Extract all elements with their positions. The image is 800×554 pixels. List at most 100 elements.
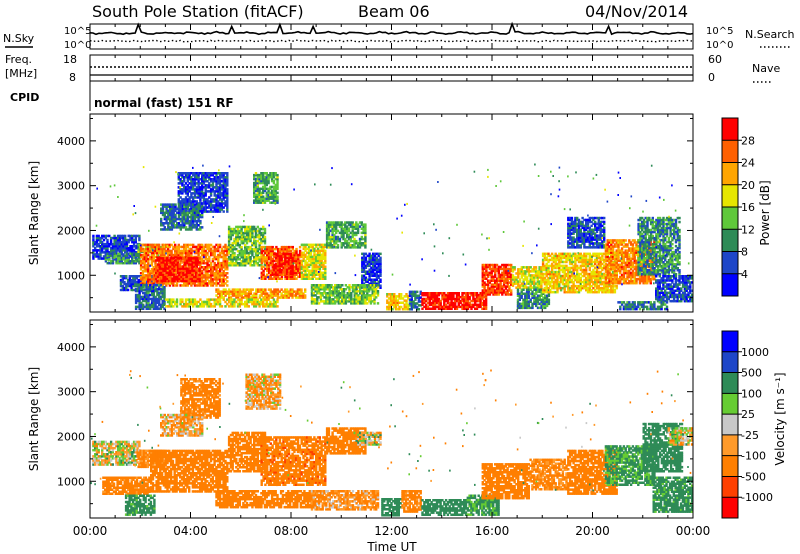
range-cell [127,289,129,292]
cpid-program: normal (fast) 151 RF [94,96,234,110]
range-cell [176,303,178,306]
range-cell [304,294,306,297]
range-cell [131,253,133,256]
range-cell [276,174,278,177]
noise-search-trace [90,40,693,42]
nave-tick-high: 60 [708,53,722,66]
range-cell [124,235,126,238]
range-cell [163,286,165,289]
range-cell [179,303,181,306]
range-cell [199,220,201,223]
range-cell [258,305,260,308]
range-cell [219,303,221,306]
range-cell [224,301,226,304]
range-cell [224,305,226,308]
range-cell [299,246,301,249]
range-cell [295,248,297,251]
range-cell [276,298,278,301]
beam-label: Beam 06 [358,2,430,21]
range-cell [196,303,198,306]
range-cell [219,244,221,247]
noise-sky-label: N.Sky [3,32,35,45]
range-cell [198,261,200,264]
range-cell [276,196,278,199]
range-cell [219,298,221,301]
range-cell [269,301,271,304]
range-cell [185,301,187,304]
range-cell [181,298,183,301]
range-cell [226,172,228,175]
range-cell [173,269,175,272]
range-cell [219,301,221,304]
range-cell [221,305,223,308]
range-cell [240,301,242,304]
range-cell [458,292,460,295]
range-cell [226,272,228,275]
range-cell [226,188,228,191]
range-cell [233,303,235,306]
range-cell [235,301,237,304]
range-cell [226,276,228,279]
range-cell [198,267,200,270]
range-cell [172,298,174,301]
range-cell [137,248,139,251]
range-cell [197,203,199,206]
range-cell [377,302,379,305]
date-label: 04/Nov/2014 [585,2,688,21]
range-cell [239,305,241,308]
range-cell [266,301,268,304]
range-cell [128,256,130,259]
range-cell [337,244,339,247]
noise-left-top-tick: 10^5 [64,26,91,37]
range-cell [203,305,205,308]
range-cell [176,301,178,304]
nave-label: Nave [752,62,780,75]
range-cell [267,298,269,301]
range-cell [262,301,264,304]
noise-search-label: N.Search [745,28,795,41]
range-cell [210,303,212,306]
range-cell [158,244,160,247]
range-cell [180,203,182,206]
range-cell [248,305,250,308]
range-cell [379,257,381,260]
freq-label-line1: Freq. [5,53,32,66]
power-heatmap [92,164,693,311]
range-cell [181,301,183,304]
range-cell [324,250,326,253]
range-cell [214,305,216,308]
nave-tick-low: 0 [708,71,715,84]
range-cell [364,223,366,226]
range-cell [377,284,379,287]
range-cell [379,285,381,288]
range-cell [226,284,228,287]
range-cell [416,291,418,294]
range-cell [377,290,379,293]
range-cell [400,293,402,296]
range-cell [138,235,140,238]
range-cell [170,303,172,306]
range-cell [275,303,277,306]
range-cell [276,305,278,308]
range-cell [223,298,225,301]
range-cell [199,298,201,301]
cpid-label: CPID [10,91,39,104]
range-cell [264,228,266,231]
noise-right-bottom-tick: 10^0 [706,40,733,51]
range-cell [292,246,294,249]
range-cell [201,226,203,229]
range-cell [291,257,293,260]
range-cell [174,203,176,206]
range-cell [197,301,199,304]
range-cell [160,218,162,221]
noise-left-bottom-tick: 10^0 [64,40,91,51]
range-cell [208,301,210,304]
range-cell [194,298,196,301]
freq-tick-high: 18 [63,53,77,66]
range-cell [257,298,259,301]
range-cell [226,280,228,283]
range-cell [233,298,235,301]
range-cell [240,246,242,249]
range-cell [106,239,108,242]
